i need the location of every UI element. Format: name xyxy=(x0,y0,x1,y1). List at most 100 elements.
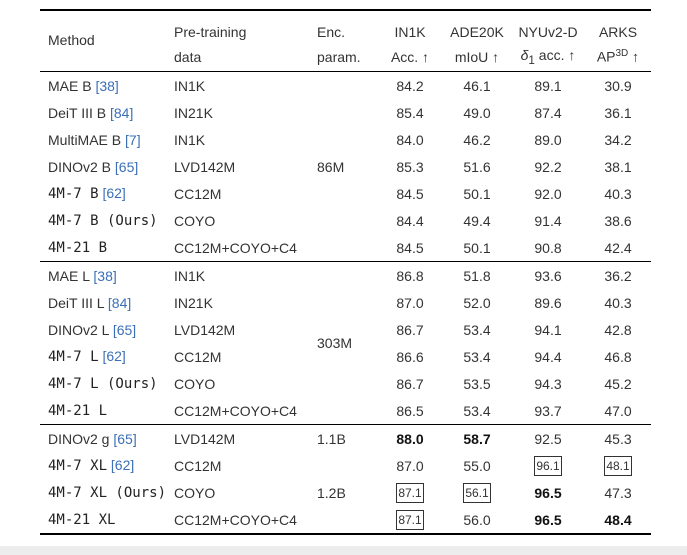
nyuv2-value-cell: 90.8 xyxy=(511,234,585,262)
ade20k-value: 56.1 xyxy=(463,482,491,503)
method-name: 4M-21 B xyxy=(48,240,108,256)
header-in1k: IN1K xyxy=(394,24,426,40)
ade20k-value-cell: 53.4 xyxy=(443,397,511,425)
ade20k-value: 51.6 xyxy=(463,158,491,175)
arks-value: 42.8 xyxy=(604,321,632,338)
in1k-value: 84.5 xyxy=(396,185,424,202)
group-large: MAE L [38] IN1K 303M 86.8 51.8 93.6 36.2 DeiT I… xyxy=(40,261,651,425)
arks-value-cell: 47.3 xyxy=(585,479,651,506)
citation-link[interactable]: [62] xyxy=(102,185,126,201)
nyuv2-value: 87.4 xyxy=(534,104,562,121)
in1k-value: 87.0 xyxy=(396,457,424,474)
method-cell: DeiT III L [84] xyxy=(40,289,174,316)
table-row: DeiT III B [84] IN21K 85.4 49.0 87.4 36.1 xyxy=(40,99,651,126)
nyuv2-value-cell: 94.1 xyxy=(511,316,585,343)
arks-value-cell: 48.1 xyxy=(585,452,651,479)
nyuv2-value-cell: 89.1 xyxy=(511,72,585,100)
ade20k-value-cell: 51.8 xyxy=(443,262,511,290)
method-cell: 4M-7 B [62] xyxy=(40,180,174,207)
header-arks: ARKS xyxy=(598,24,638,40)
nyuv2-value-cell: 91.4 xyxy=(511,207,585,234)
nyuv2-value-cell: 92.0 xyxy=(511,180,585,207)
arks-value-cell: 40.3 xyxy=(585,289,651,316)
arks-value: 40.3 xyxy=(604,294,632,311)
ade20k-value-cell: 46.1 xyxy=(443,72,511,100)
method-cell: DINOv2 B [65] xyxy=(40,153,174,180)
table-row: 4M-7 L [62] CC12M 86.6 53.4 94.4 46.8 xyxy=(40,343,651,370)
arks-value: 46.8 xyxy=(604,348,632,365)
in1k-value: 86.6 xyxy=(396,348,424,365)
nyuv2-value-cell: 87.4 xyxy=(511,99,585,126)
ade20k-value: 50.1 xyxy=(463,185,491,202)
enc-param-cell xyxy=(317,506,377,534)
in1k-value-cell: 84.5 xyxy=(377,234,443,262)
citation-link[interactable]: [65] xyxy=(112,321,137,338)
arks-value-cell: 36.2 xyxy=(585,262,651,290)
arks-value: 47.3 xyxy=(604,484,632,501)
table-row: MAE B [38] IN1K 86M 84.2 46.1 89.1 30.9 xyxy=(40,72,651,175)
ade20k-value: 53.5 xyxy=(463,375,491,392)
citation-link[interactable]: [38] xyxy=(95,77,119,94)
arks-value-cell: 30.9 xyxy=(585,72,651,100)
ade20k-value-cell: 53.4 xyxy=(443,343,511,370)
header-method: Method xyxy=(48,32,95,48)
table-row: 4M-7 B [62] CC12M 84.5 50.1 92.0 40.3 xyxy=(40,180,651,207)
delta-symbol: δ xyxy=(520,46,529,63)
arks-value-cell: 47.0 xyxy=(585,397,651,425)
arks-value-cell: 40.3 xyxy=(585,180,651,207)
table-header: Method Pre-training Enc. IN1K ADE20K NYU… xyxy=(40,10,651,72)
nyuv2-value: 94.1 xyxy=(534,321,562,338)
ade20k-value-cell: 56.0 xyxy=(443,506,511,534)
header-enc: Enc. xyxy=(317,24,346,40)
arks-ap-superscript: 3D xyxy=(615,48,629,60)
arks-value: 38.6 xyxy=(604,212,632,229)
nyuv2-value: 94.4 xyxy=(534,348,562,365)
citation-link[interactable]: [7] xyxy=(125,131,141,148)
in1k-value: 85.3 xyxy=(396,158,424,175)
header-nyuv2-metric: δ1 acc. ↑ xyxy=(511,42,585,72)
table-row: MAE L [38] IN1K 303M 86.8 51.8 93.6 36.2 xyxy=(40,262,651,352)
ade20k-value-cell: 50.1 xyxy=(443,180,511,207)
citation-link[interactable]: [62] xyxy=(110,457,135,473)
ade20k-value-cell: 53.5 xyxy=(443,370,511,397)
pretraining-data-cell: COYO xyxy=(174,212,216,229)
citation-link[interactable]: [84] xyxy=(107,294,132,311)
in1k-value-cell: 86.7 xyxy=(377,316,443,343)
ade20k-value-cell: 50.1 xyxy=(443,234,511,262)
method-name: 4M-7 L (Ours) xyxy=(48,376,158,392)
pretraining-data-cell: CC12M+COYO+C4 xyxy=(174,511,297,528)
nyuv2-metric-label: acc. ↑ xyxy=(534,46,576,63)
header-nyuv2: NYUv2-D xyxy=(518,24,578,40)
citation-link[interactable]: [38] xyxy=(93,267,117,284)
pretraining-data-cell: IN21K xyxy=(174,294,213,311)
ade20k-value: 49.0 xyxy=(463,104,491,121)
table-row: DeiT III L [84] IN21K 87.0 52.0 89.6 40.3 xyxy=(40,289,651,316)
nyuv2-value: 92.5 xyxy=(534,430,562,447)
enc-param-cell: 303M xyxy=(317,335,353,351)
pretraining-data-cell: CC12M+COYO+C4 xyxy=(174,402,297,419)
group-base: MAE B [38] IN1K 86M 84.2 46.1 89.1 30.9 DeiT II… xyxy=(40,72,651,262)
method-name: MAE L xyxy=(48,267,90,284)
citation-link[interactable]: [65] xyxy=(113,430,137,447)
pretraining-data-cell: IN21K xyxy=(174,104,213,121)
in1k-value: 84.5 xyxy=(396,239,424,256)
ade20k-value: 46.1 xyxy=(463,77,491,94)
method-name: DINOv2 g xyxy=(48,430,110,447)
in1k-value: 87.1 xyxy=(396,482,424,503)
table-row: 4M-21 XL CC12M+COYO+C4 87.1 56.0 96.5 48.4 xyxy=(40,506,651,534)
method-name: 4M-7 B xyxy=(48,186,99,202)
nyuv2-value: 92.2 xyxy=(534,158,562,175)
citation-link[interactable]: [84] xyxy=(109,104,134,121)
arks-value-cell: 42.4 xyxy=(585,234,651,262)
method-name: 4M-21 XL xyxy=(48,512,116,528)
method-cell: MultiMAE B [7] xyxy=(40,126,174,153)
arks-value: 45.3 xyxy=(604,430,632,447)
header-ade20k-metric: mIoU ↑ xyxy=(454,48,500,65)
ade20k-value-cell: 49.4 xyxy=(443,207,511,234)
method-name: DINOv2 B xyxy=(48,158,112,175)
in1k-value: 84.2 xyxy=(396,77,424,94)
nyuv2-value: 93.6 xyxy=(534,267,562,284)
citation-link[interactable]: [62] xyxy=(102,348,126,364)
citation-link[interactable]: [65] xyxy=(114,158,139,175)
in1k-value: 87.1 xyxy=(396,509,424,530)
